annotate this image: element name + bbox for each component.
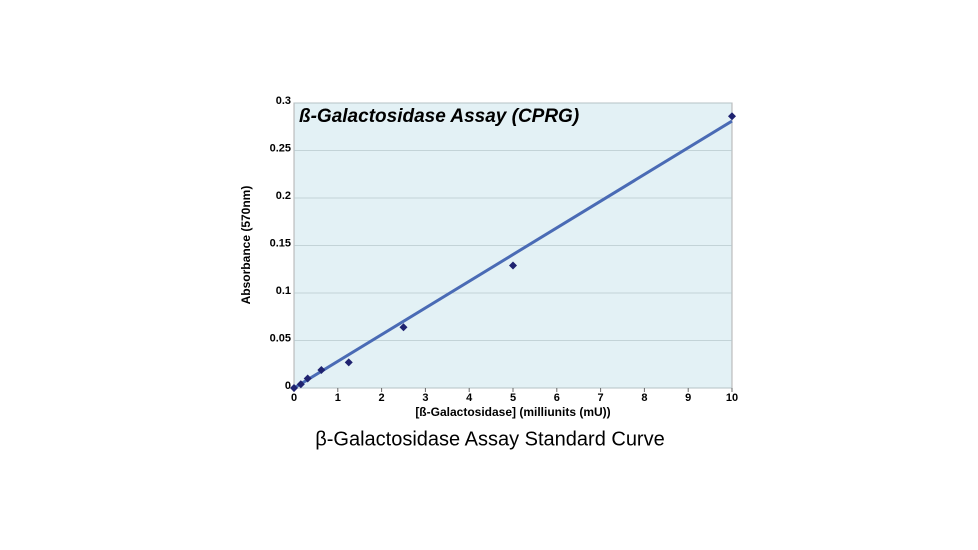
data-point <box>728 112 736 121</box>
y-tick-label: 0.05 <box>270 332 291 344</box>
x-tick-label: 1 <box>335 392 341 404</box>
data-point <box>509 261 517 270</box>
x-tick-label: 9 <box>685 392 691 404</box>
data-point <box>290 384 298 392</box>
x-axis-label: [ß-Galactosidase] (milliunits (mU)) <box>415 405 610 419</box>
data-point <box>303 374 312 383</box>
y-axis-label: Absorbance (570nm) <box>239 186 253 305</box>
y-tick-label: 0.1 <box>276 285 291 297</box>
y-tick-label: 0.15 <box>270 237 291 249</box>
x-tick-label: 6 <box>554 392 560 404</box>
x-tick-label: 2 <box>379 392 385 404</box>
y-tick-label: 0.2 <box>276 190 291 202</box>
chart-title: ß-Galactosidase Assay (CPRG) <box>299 106 579 127</box>
data-point <box>344 358 353 367</box>
x-tick-label: 4 <box>466 392 473 404</box>
x-tick-label: 10 <box>726 392 738 404</box>
x-tick-label: 0 <box>291 392 297 404</box>
trend-line <box>293 119 733 390</box>
y-tick-label: 0.25 <box>270 142 291 154</box>
y-tick-label: 0.3 <box>276 95 291 107</box>
y-tick-label: 0 <box>285 380 291 392</box>
x-tick-label: 8 <box>641 392 647 404</box>
x-tick-label: 3 <box>422 392 428 404</box>
data-point <box>296 380 305 389</box>
x-tick-label: 7 <box>598 392 604 404</box>
x-tick-label: 5 <box>510 392 516 404</box>
caption: β-Galactosidase Assay Standard Curve <box>315 428 664 450</box>
data-point <box>317 365 326 374</box>
data-point <box>399 323 408 332</box>
